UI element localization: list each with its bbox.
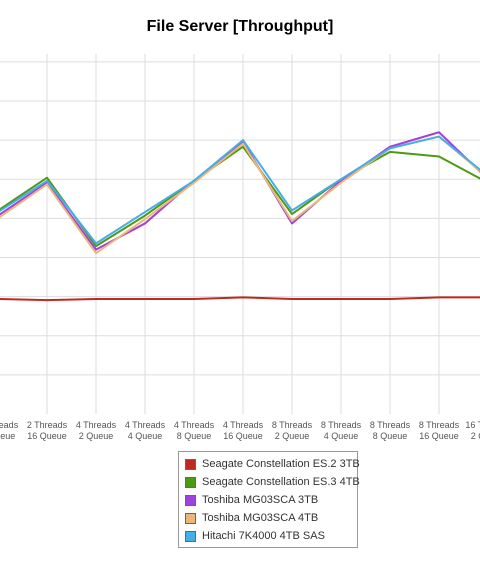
series-line-4 — [0, 135, 480, 245]
x-tick-label-9: 8 Threads 16 Queue — [419, 420, 460, 441]
series-lines — [0, 131, 480, 302]
legend-label: Seagate Constellation ES.2 3TB — [202, 458, 360, 470]
legend-swatch — [185, 494, 196, 506]
legend-item-3[interactable]: Toshiba MG03SCA 4TB — [179, 509, 357, 527]
legend-label: Seagate Constellation ES.3 4TB — [202, 476, 360, 488]
legend-item-0[interactable]: Seagate Constellation ES.2 3TB — [179, 455, 360, 473]
x-tick-label-7: 8 Threads 4 Queue — [321, 420, 362, 441]
x-tick-label-4: 4 Threads 8 Queue — [174, 420, 215, 441]
x-tick-label-1: 2 Threads 16 Queue — [27, 420, 68, 441]
x-tick-label-6: 8 Threads 2 Queue — [272, 420, 313, 441]
legend-swatch — [185, 476, 196, 488]
legend-item-1[interactable]: Seagate Constellation ES.3 4TB — [179, 473, 360, 491]
legend-label: Hitachi 7K4000 4TB SAS — [202, 530, 325, 542]
x-tick-label-8: 8 Threads 8 Queue — [370, 420, 411, 441]
legend-swatch — [185, 530, 196, 542]
legend-label: Toshiba MG03SCA 4TB — [202, 512, 319, 524]
chart-title: File Server [Throughput] — [146, 18, 334, 35]
legend-item-4[interactable]: Hitachi 7K4000 4TB SAS — [179, 527, 357, 545]
x-tick-label-3: 4 Threads 4 Queue — [125, 420, 166, 441]
legend-swatch — [185, 512, 196, 524]
legend: Seagate Constellation ES.2 3TB Seagate Co… — [178, 451, 360, 548]
x-tick-label-5: 4 Threads 16 Queue — [223, 420, 264, 441]
legend-label: Toshiba MG03SCA 3TB — [202, 494, 319, 506]
x-tick-label-2: 4 Threads 2 Queue — [76, 420, 117, 441]
series-line-1 — [0, 145, 480, 248]
legend-item-2[interactable]: Toshiba MG03SCA 3TB — [179, 491, 357, 509]
legend-swatch — [185, 458, 196, 470]
series-line-0 — [0, 296, 480, 302]
grid-lines — [0, 54, 480, 414]
